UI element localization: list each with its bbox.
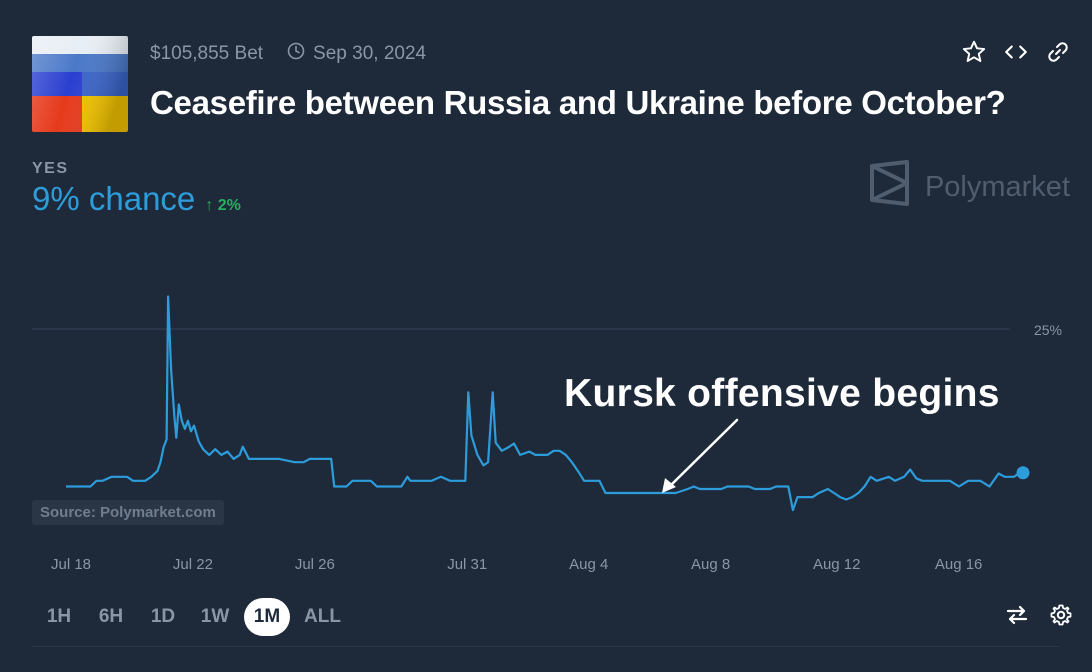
- source-label: Source: Polymarket.com: [32, 500, 224, 525]
- annotation-arrow: [662, 418, 739, 493]
- market-actions: [960, 38, 1072, 66]
- chance-delta: ↑ 2%: [205, 197, 241, 214]
- series-line: [66, 295, 1023, 512]
- clock-icon: [287, 42, 305, 66]
- y-tick-label: 25%: [1034, 322, 1062, 338]
- gear-icon[interactable]: [1048, 602, 1074, 628]
- time-range-selector: 1H 6H 1D 1W 1M ALL: [36, 598, 349, 636]
- market-meta: $105,855 Bet Sep 30, 2024: [150, 42, 426, 66]
- footer-divider: [32, 646, 1060, 647]
- x-tick-label: Aug 8: [691, 556, 730, 573]
- chance-value: 9% chance: [32, 180, 196, 217]
- polymarket-logo: Polymarket: [869, 160, 1070, 214]
- end-date-text: Sep 30, 2024: [313, 43, 427, 64]
- outcome-label: YES: [32, 160, 69, 177]
- brand-name: Polymarket: [924, 170, 1070, 203]
- link-icon[interactable]: [1044, 38, 1072, 66]
- chart-tools: [1004, 602, 1074, 628]
- market-flag-image: [32, 36, 128, 132]
- x-tick-label: Jul 26: [295, 556, 335, 573]
- star-icon[interactable]: [960, 38, 988, 66]
- range-1h[interactable]: 1H: [46, 606, 72, 627]
- swap-icon[interactable]: [1004, 602, 1030, 628]
- x-tick-label: Jul 31: [447, 556, 487, 573]
- bet-volume: $105,855 Bet: [150, 43, 264, 64]
- price-chart: 25% Jul 18 Jul 22 Jul 26 Jul 31 Aug 4 Aug 8 Au…: [32, 295, 1062, 573]
- chance-row: 9% chance ↑ 2%: [32, 180, 241, 218]
- range-1w[interactable]: 1W: [200, 606, 230, 627]
- embed-code-icon[interactable]: [1002, 38, 1030, 66]
- market-title: Ceasefire between Russia and Ukraine bef…: [150, 84, 1006, 121]
- x-tick-label: Aug 4: [569, 556, 608, 573]
- polymarket-logo-icon: [869, 160, 911, 214]
- range-1d[interactable]: 1D: [150, 606, 176, 627]
- range-6h[interactable]: 6H: [98, 606, 124, 627]
- end-date: Sep 30, 2024: [287, 42, 426, 66]
- chart-annotation: Kursk offensive begins: [564, 372, 1000, 415]
- x-tick-label: Aug 16: [935, 556, 983, 573]
- x-tick-label: Aug 12: [813, 556, 861, 573]
- x-tick-label: Jul 18: [51, 556, 91, 573]
- x-tick-label: Jul 22: [173, 556, 213, 573]
- range-all[interactable]: ALL: [304, 606, 341, 627]
- current-value-dot: [1016, 466, 1030, 480]
- range-1m[interactable]: 1M: [244, 598, 290, 636]
